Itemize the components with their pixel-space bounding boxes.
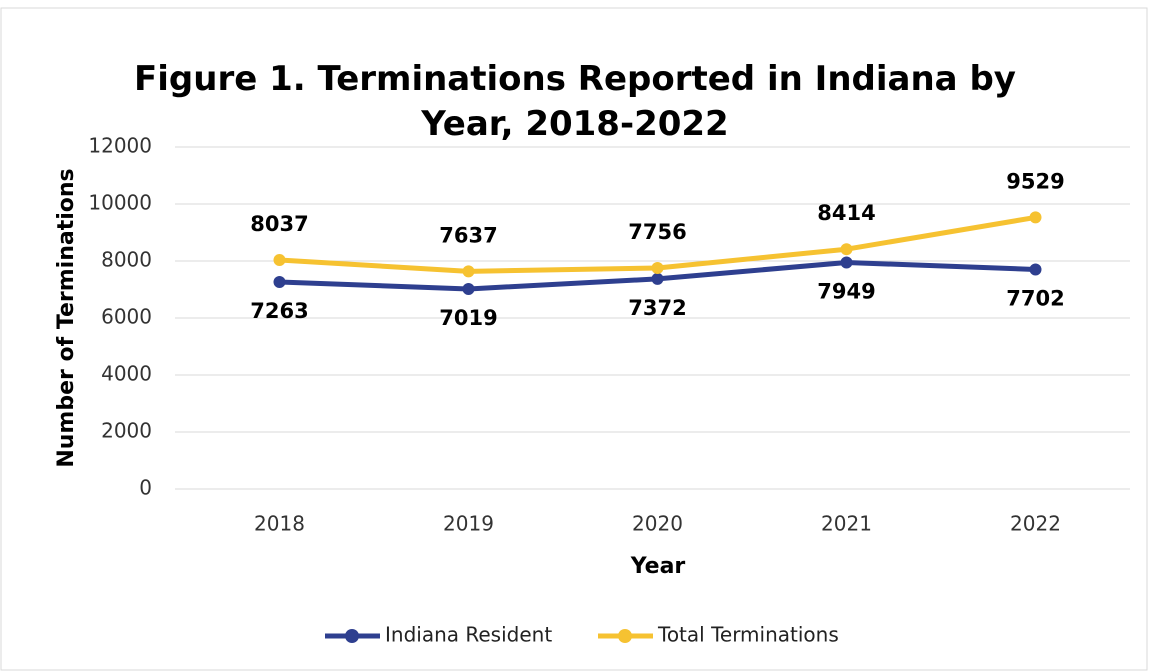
y-tick-label: 4000 [101,362,152,386]
data-point [273,253,286,266]
data-label: 7263 [250,299,308,323]
data-point [651,272,664,285]
data-point [840,256,853,269]
x-tick-label: 2022 [1010,512,1061,536]
y-tick-label: 0 [139,476,152,500]
y-tick-label: 2000 [101,419,152,443]
x-axis-title: Year [630,554,686,579]
y-axis-title: Number of Terminations [54,168,79,467]
chart-border [0,7,1148,671]
data-label: 7637 [439,223,497,247]
data-label: 7756 [628,220,686,244]
legend-label: Indiana Resident [385,623,552,647]
data-point [840,243,853,256]
data-label: 9529 [1006,169,1064,193]
y-tick-label: 12000 [88,134,152,158]
data-point [1029,211,1042,224]
data-label: 7372 [628,296,686,320]
data-point [1029,263,1042,276]
data-label: 8414 [817,201,875,225]
x-tick-label: 2018 [254,512,305,536]
data-point [651,261,664,274]
y-tick-label: 6000 [101,305,152,329]
data-point [273,276,286,289]
y-tick-label: 8000 [101,248,152,272]
chart-title: Figure 1. Terminations Reported in India… [134,59,1016,144]
x-tick-label: 2021 [821,512,872,536]
data-point [462,265,475,278]
data-label: 7702 [1006,286,1064,310]
legend-marker [618,629,632,643]
legend-label: Total Terminations [657,623,839,647]
data-label: 8037 [250,212,308,236]
data-point [462,282,475,295]
data-label: 7019 [439,306,497,330]
x-tick-label: 2019 [443,512,494,536]
data-label: 7949 [817,279,875,303]
legend-marker [345,629,359,643]
y-tick-label: 10000 [88,191,152,215]
x-tick-label: 2020 [632,512,683,536]
